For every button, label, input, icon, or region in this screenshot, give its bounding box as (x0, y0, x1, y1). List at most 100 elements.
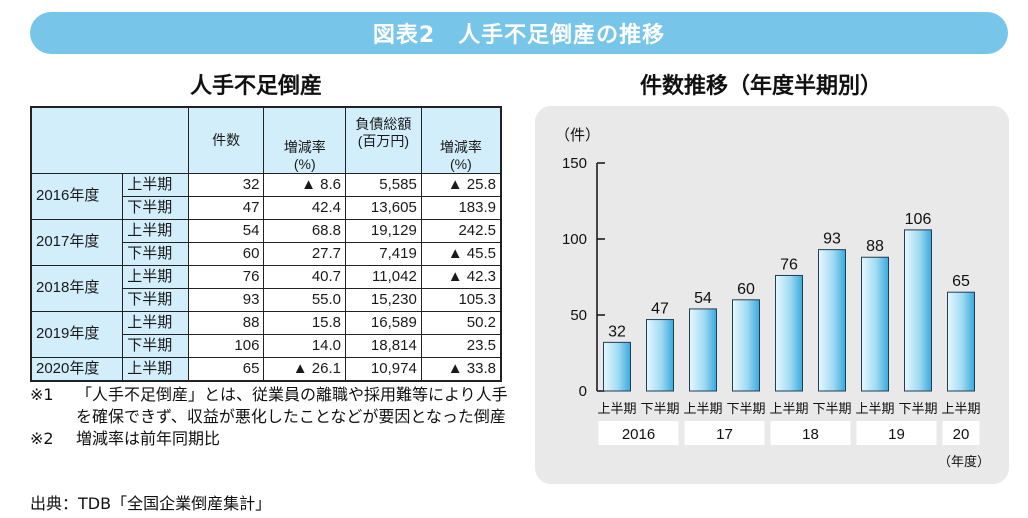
count-cell: 60 (187, 241, 265, 266)
x-category-label: 上半期 (769, 402, 808, 417)
half-label: 下半期 (122, 287, 189, 312)
debt-cell: 19,129 (345, 218, 422, 243)
x-category-label: 上半期 (683, 402, 722, 417)
bar (603, 341, 631, 392)
half-label: 下半期 (122, 333, 189, 358)
year-label: 2018年度 (30, 264, 124, 312)
count-cell: 32 (187, 172, 265, 197)
bar-value-label: 54 (694, 290, 712, 307)
header-count: 件数 (187, 106, 265, 174)
table-row: 2018年度 上半期 76 40.7 11,042 ▲ 42.3 (30, 264, 502, 312)
bar (947, 291, 975, 392)
table-row: 下半期 93 55.0 15,230 105.3 (31, 287, 502, 312)
table-row: 下半期 106 14.0 18,814 23.5 (31, 333, 502, 358)
x-category-label: 下半期 (726, 402, 765, 417)
y-axis-label: （件） (555, 127, 600, 144)
footnote-text: 増減率は前年同期比 (76, 429, 221, 448)
footnote-2: ※2 増減率は前年同期比 (30, 428, 510, 450)
x-category-label: 下半期 (898, 402, 937, 417)
bar (732, 299, 760, 392)
count-cell: 93 (187, 287, 265, 312)
debt-rate-cell: ▲ 33.8 (420, 356, 502, 381)
bar (689, 308, 717, 392)
x-category-label: 上半期 (855, 402, 894, 417)
bar (775, 274, 803, 392)
debt-cell: 7,419 (345, 241, 422, 266)
bar-value-label: 93 (823, 231, 841, 248)
half-label: 上半期 (122, 218, 189, 243)
year-label: 2017年度 (30, 218, 124, 266)
count-cell: 47 (187, 195, 265, 220)
bar-value-label: 47 (651, 301, 669, 318)
year-label: 2019年度 (30, 310, 124, 358)
bar-value-label: 60 (737, 281, 755, 298)
x-category-label: 下半期 (812, 402, 851, 417)
debt-cell: 16,589 (345, 310, 422, 335)
bar-value-label: 88 (866, 238, 884, 255)
chart-panel: （件） 0 50 100 150 32 上半期 47 下半期 54 上半期 60 下半期 76 上半期 93 下… (535, 106, 1009, 484)
count-rate-cell: 14.0 (263, 333, 347, 358)
y-tick-label: 150 (562, 155, 587, 172)
footnotes: ※1 「人手不足倒産」とは、従業員の離職や採用難等により人手を確保できず、収益が… (30, 384, 510, 450)
bar-value-label: 76 (780, 256, 798, 273)
footnote-1: ※1 「人手不足倒産」とは、従業員の離職や採用難等により人手を確保できず、収益が… (30, 384, 510, 428)
table-row: 2019年度 上半期 88 15.8 16,589 50.2 (30, 310, 502, 358)
count-cell: 106 (187, 333, 265, 358)
half-label: 上半期 (122, 356, 189, 381)
table-title: 人手不足倒産 (190, 74, 323, 99)
y-tick-label: 50 (570, 307, 587, 324)
count-rate-cell: 55.0 (263, 287, 347, 312)
source-citation: 出典：TDB「全国企業倒産集計」 (30, 494, 272, 513)
debt-cell: 11,042 (345, 264, 422, 289)
debt-rate-cell: 50.2 (420, 310, 502, 335)
year-label: 2016年度 (30, 172, 124, 220)
bar-value-label: 106 (905, 211, 932, 228)
bar-chart: （件） 0 50 100 150 32 上半期 47 下半期 54 上半期 60 下半期 76 上半期 93 下… (555, 127, 990, 470)
year-group-box (942, 421, 980, 445)
table-row: 2017年度 上半期 54 68.8 19,129 242.5 (30, 218, 502, 266)
bar-value-label: 32 (608, 323, 626, 340)
count-cell: 88 (187, 310, 265, 335)
count-cell: 76 (187, 264, 265, 289)
half-label: 上半期 (122, 310, 189, 335)
count-rate-cell: 40.7 (263, 264, 347, 289)
table-row: 下半期 47 42.4 13,605 183.9 (31, 195, 502, 220)
y-tick-label: 0 (579, 383, 587, 400)
footnote-text: 「人手不足倒産」とは、従業員の離職や採用難等により人手を確保できず、収益が悪化し… (76, 385, 508, 426)
debt-cell: 5,585 (345, 172, 422, 197)
x-category-label: 下半期 (640, 402, 679, 417)
header-blank (30, 106, 189, 174)
half-label: 下半期 (122, 241, 189, 266)
year-group-box (770, 421, 851, 445)
count-rate-cell: ▲ 8.6 (263, 172, 347, 197)
header-debt: 負債総額 (百万円) (345, 106, 422, 174)
table-row: 2016年度 上半期 32 ▲ 8.6 5,585 ▲ 25.8 (30, 172, 502, 220)
debt-rate-cell: ▲ 45.5 (420, 241, 502, 266)
year-group-box (856, 421, 937, 445)
y-tick-label: 100 (562, 231, 587, 248)
debt-rate-cell: 23.5 (420, 333, 502, 358)
year-group-box (598, 421, 679, 445)
x-category-label: 上半期 (941, 402, 980, 417)
count-rate-cell: 68.8 (263, 218, 347, 243)
debt-rate-cell: ▲ 42.3 (420, 264, 502, 289)
bar (818, 249, 846, 392)
year-group-label: 20 (953, 426, 970, 443)
debt-cell: 15,230 (345, 287, 422, 312)
chart-title: 件数推移（年度半期別） (640, 74, 883, 99)
figure-title: 図表2 人手不足倒産の推移 (372, 23, 666, 48)
x-category-label: 上半期 (597, 402, 636, 417)
count-rate-cell: 15.8 (263, 310, 347, 335)
year-group-label: 2016 (622, 426, 655, 443)
bar (646, 319, 674, 392)
debt-rate-cell: 242.5 (420, 218, 502, 243)
half-label: 上半期 (122, 172, 189, 197)
debt-cell: 18,814 (345, 333, 422, 358)
count-cell: 54 (187, 218, 265, 243)
figure-banner: 図表2 人手不足倒産の推移 (30, 12, 1008, 54)
count-cell: 65 (187, 356, 265, 381)
footnote-mark: ※2 (30, 429, 54, 448)
half-label: 上半期 (122, 264, 189, 289)
year-label: 2020年度 (30, 356, 124, 381)
count-rate-cell: ▲ 26.1 (263, 356, 347, 381)
